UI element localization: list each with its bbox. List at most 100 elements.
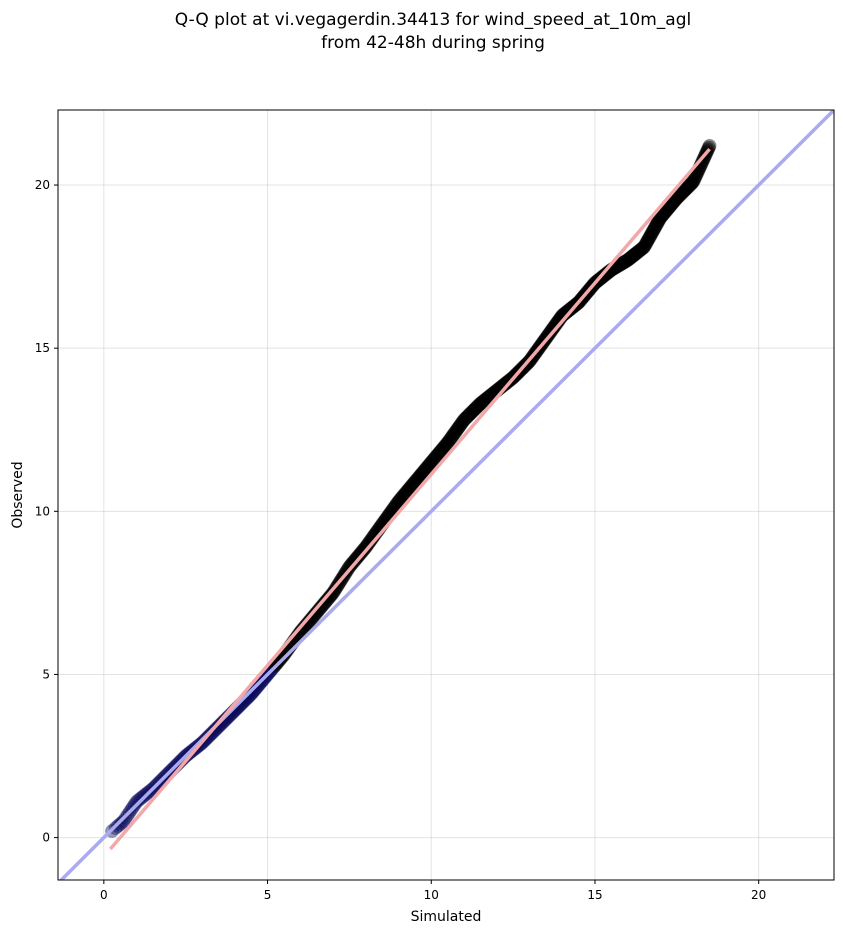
y-axis-label: Observed (10, 461, 26, 528)
x-tick-label-0: 0 (100, 888, 108, 902)
quantile-point (665, 196, 680, 211)
quantile-point (357, 541, 372, 556)
quantile-point (546, 320, 561, 335)
quantile-point (656, 207, 671, 222)
chart-subtitle: from 42-48h during spring (321, 33, 545, 53)
x-tick-label-4: 20 (751, 888, 766, 902)
y-axis-ticks: 0 5 10 15 20 (35, 178, 58, 845)
quantile-point (349, 550, 364, 565)
quantile-point (671, 188, 686, 203)
quantile-point (673, 187, 688, 202)
quantile-point (450, 422, 465, 437)
quantile-point (356, 542, 371, 557)
quantile-point (395, 490, 410, 505)
quantile-point (414, 467, 429, 482)
quantile-point (668, 192, 683, 207)
quantile-point (410, 471, 425, 486)
quantile-point (427, 451, 442, 466)
y-tick-label-1: 5 (42, 667, 50, 681)
quantile-point (614, 256, 629, 271)
quantile-point (437, 439, 452, 454)
quantile-point (667, 194, 682, 209)
quantile-point (461, 408, 476, 423)
quantile-point (653, 210, 668, 225)
quantile-point (457, 412, 472, 427)
quantile-point (647, 222, 662, 237)
y-tick-label-2: 10 (35, 504, 50, 518)
quantile-point (643, 229, 658, 244)
quantile-point (433, 444, 448, 459)
quantile-point (434, 442, 449, 457)
quantile-point (684, 176, 699, 191)
quantile-point (430, 447, 445, 462)
quantile-point (469, 400, 484, 415)
quantile-point (655, 207, 670, 222)
quantile-point (358, 540, 373, 555)
quantile-point (678, 182, 693, 197)
quantile-point (444, 430, 459, 445)
quantile-point (421, 458, 436, 473)
quantile-point (399, 485, 414, 500)
quantile-point (417, 462, 432, 477)
quantile-point (436, 440, 451, 455)
quantile-point (682, 178, 697, 193)
quantile-point (621, 252, 636, 267)
quantile-point (208, 722, 223, 737)
quantile-point (133, 791, 148, 806)
quantile-point (630, 245, 645, 260)
quantile-point (391, 494, 406, 509)
quantile-point (418, 461, 433, 476)
quantile-point (390, 496, 405, 511)
quantile-point (596, 268, 611, 283)
quantile-point (636, 240, 651, 255)
quantile-point (403, 479, 418, 494)
quantile-point (625, 249, 640, 264)
quantile-point (654, 208, 669, 223)
quantile-point (652, 212, 667, 227)
quantile-point (355, 543, 370, 558)
x-axis-ticks: 0 5 10 15 20 (100, 880, 766, 902)
quantile-point (401, 482, 416, 497)
quantile-point (671, 189, 686, 204)
quantile-point (638, 237, 653, 252)
quantile-point (624, 250, 639, 265)
quantile-point (394, 491, 409, 506)
data-points (105, 138, 717, 839)
quantile-point (460, 409, 475, 424)
quantile-point (419, 460, 434, 475)
quantile-point (426, 452, 441, 467)
quantile-point (633, 242, 648, 257)
quantile-point (478, 392, 493, 407)
quantile-point (621, 252, 636, 267)
quantile-point (634, 242, 649, 257)
quantile-point (441, 435, 456, 450)
quantile-point (451, 421, 466, 436)
quantile-point (657, 206, 672, 221)
quantile-point (393, 492, 408, 507)
quantile-point (618, 254, 633, 269)
quantile-point (688, 168, 703, 183)
quantile-point (415, 466, 430, 481)
quantile-point (416, 465, 431, 480)
quantile-point (327, 584, 342, 599)
quantile-point (680, 180, 695, 195)
quantile-point (635, 241, 650, 256)
quantile-point (631, 244, 646, 259)
quantile-point (677, 183, 692, 198)
quantile-point (644, 226, 659, 241)
x-tick-label-3: 15 (587, 888, 602, 902)
quantile-point (636, 240, 651, 255)
quantile-point (499, 376, 514, 391)
quantile-point (399, 484, 414, 499)
quantile-point (398, 486, 413, 501)
quantile-point (617, 254, 632, 269)
quantile-point (443, 431, 458, 446)
quantile-point (455, 414, 470, 429)
quantile-point (615, 256, 630, 271)
quantile-point (402, 480, 417, 495)
quantile-point (642, 230, 657, 245)
quantile-point (643, 227, 658, 242)
quantile-point (407, 475, 422, 490)
quantile-point (669, 191, 684, 206)
quantile-point (417, 464, 432, 479)
